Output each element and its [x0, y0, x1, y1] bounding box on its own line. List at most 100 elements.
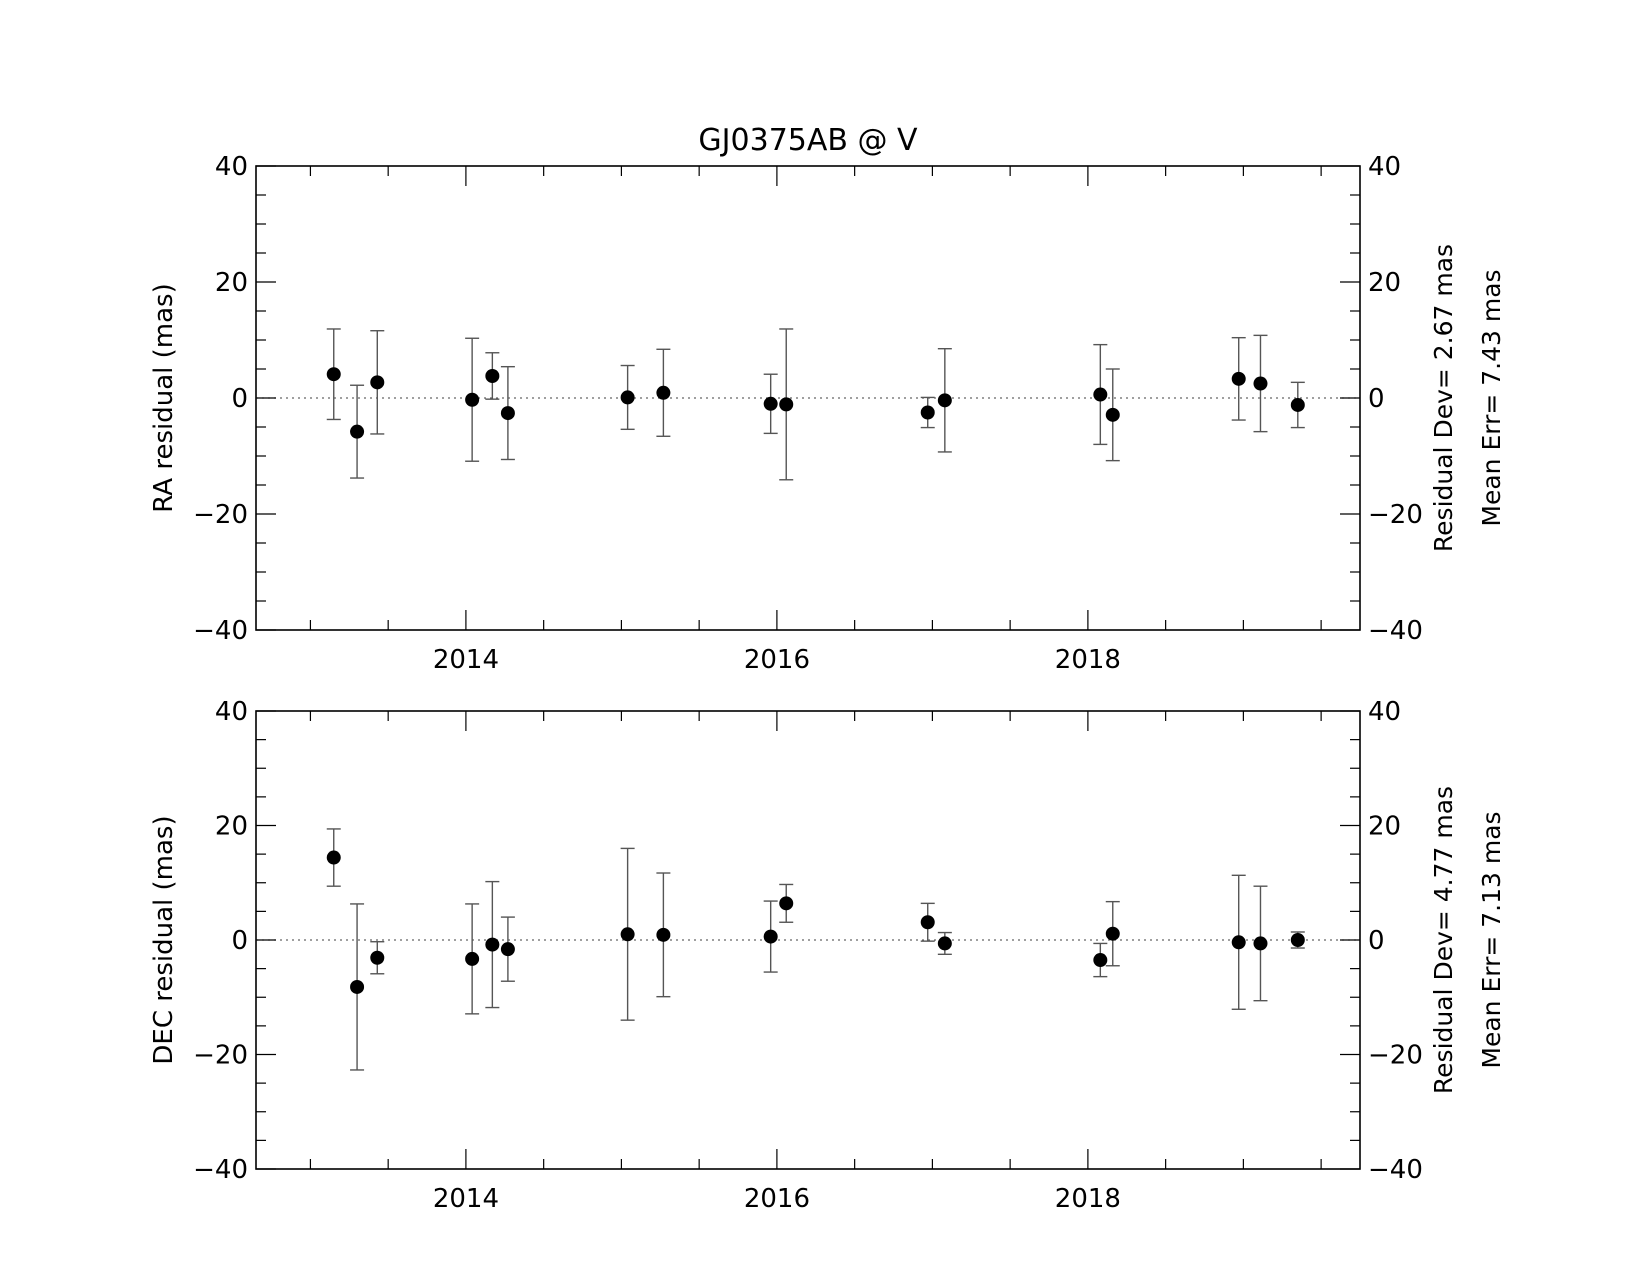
y-tick-label-right: 40: [1368, 697, 1401, 727]
x-tick-label: 2016: [744, 645, 810, 675]
data-point: [1105, 407, 1120, 422]
data-point-group: [656, 872, 671, 998]
data-point: [763, 929, 778, 944]
data-point-group: [350, 384, 365, 479]
y-axis-label: DEC residual (mas): [149, 815, 179, 1064]
data-point: [370, 375, 385, 390]
x-tick-label: 2016: [744, 1184, 810, 1214]
y-tick-label-right: 40: [1368, 152, 1401, 182]
data-point-group: [1105, 368, 1120, 462]
data-point-group: [763, 373, 778, 435]
data-point: [920, 405, 935, 420]
data-point-group: [326, 328, 341, 421]
data-point-group: [656, 348, 671, 437]
y-tick-label-right: −20: [1368, 500, 1423, 530]
data-point-group: [1253, 885, 1268, 1002]
data-point: [1231, 935, 1246, 950]
data-point-group: [1093, 343, 1108, 446]
chart-title: GJ0375AB @ V: [698, 123, 918, 158]
data-point: [326, 850, 341, 865]
y-tick-label-right: 20: [1368, 268, 1401, 298]
data-point-group: [370, 330, 385, 435]
y-tick-label-left: −20: [193, 500, 248, 530]
data-point-group: [779, 328, 794, 481]
data-point-group: [620, 847, 635, 1021]
data-point: [1253, 936, 1268, 951]
residual-dev-stat: Residual Dev= 4.77 mas: [1429, 786, 1458, 1094]
data-point-group: [326, 828, 341, 887]
data-point-group: [350, 903, 365, 1071]
y-tick-label-right: 20: [1368, 812, 1401, 842]
data-point: [500, 942, 515, 957]
data-point-group: [1290, 381, 1305, 429]
x-tick-label: 2018: [1055, 645, 1121, 675]
data-point-group: [920, 902, 935, 942]
panel-ra: 2014 2016 2018 −40 −40 −20 −20 0 0 20 20 40 40 RA res…: [149, 152, 1506, 675]
data-point: [937, 393, 952, 408]
data-point-group: [1231, 874, 1246, 1010]
data-point: [620, 927, 635, 942]
y-tick-label-left: 0: [231, 926, 248, 956]
data-point: [937, 936, 952, 951]
y-tick-label-right: −20: [1368, 1041, 1423, 1071]
y-tick-label-right: −40: [1368, 616, 1423, 646]
data-point: [1231, 371, 1246, 386]
data-point-group: [485, 880, 500, 1009]
panels-layer: 2014 2016 2018 −40 −40 −20 −20 0 0 20 20 40 40 RA res…: [149, 152, 1506, 1214]
x-tick-label: 2014: [433, 645, 499, 675]
data-point-group: [1290, 931, 1305, 949]
data-point: [656, 385, 671, 400]
y-tick-label-left: −40: [193, 616, 248, 646]
data-point: [350, 424, 365, 439]
data-point-group: [465, 903, 480, 1015]
data-point: [779, 397, 794, 412]
data-point: [920, 915, 935, 930]
mean-err-stat: Mean Err= 7.13 mas: [1477, 811, 1506, 1068]
data-point-group: [500, 916, 515, 982]
data-point-group: [763, 900, 778, 973]
data-point-group: [937, 931, 952, 956]
x-tick-label: 2014: [433, 1184, 499, 1214]
y-tick-label-left: 20: [215, 268, 248, 298]
y-tick-label-left: 20: [215, 812, 248, 842]
data-point: [1290, 933, 1305, 947]
data-point-group: [500, 365, 515, 461]
data-point: [1093, 387, 1108, 402]
data-point-group: [937, 348, 952, 453]
panel-dec: 2014 2016 2018 −40 −40 −20 −20 0 0 20 20 40 40 DEC re…: [149, 697, 1506, 1214]
data-point: [485, 368, 500, 383]
y-tick-label-left: 40: [215, 152, 248, 182]
data-point: [656, 927, 671, 942]
y-tick-label-left: 0: [231, 384, 248, 414]
y-tick-label-right: −40: [1368, 1155, 1423, 1185]
residual-dev-stat: Residual Dev= 2.67 mas: [1429, 244, 1458, 552]
data-point: [485, 937, 500, 952]
y-tick-label-left: −20: [193, 1041, 248, 1071]
data-point: [1253, 376, 1268, 391]
data-point-group: [920, 396, 935, 429]
y-tick-label-right: 0: [1368, 926, 1385, 956]
data-point: [1105, 926, 1120, 941]
data-point-group: [1105, 900, 1120, 967]
data-point: [763, 396, 778, 411]
data-point: [1093, 953, 1108, 968]
data-point: [350, 979, 365, 994]
data-point-group: [485, 352, 500, 400]
data-point: [620, 390, 635, 405]
data-point: [1290, 397, 1305, 412]
y-tick-label-left: −40: [193, 1155, 248, 1185]
data-point-group: [1093, 942, 1108, 978]
data-point-group: [779, 883, 794, 923]
data-point: [779, 896, 794, 911]
y-tick-label-left: 40: [215, 697, 248, 727]
data-point-group: [1231, 336, 1246, 421]
data-point-group: [370, 941, 385, 975]
data-point: [326, 367, 341, 382]
data-point-group: [620, 364, 635, 431]
data-point-group: [465, 337, 480, 462]
data-point: [465, 951, 480, 966]
data-point: [370, 950, 385, 965]
data-point: [465, 392, 480, 407]
data-point-group: [1253, 334, 1268, 433]
